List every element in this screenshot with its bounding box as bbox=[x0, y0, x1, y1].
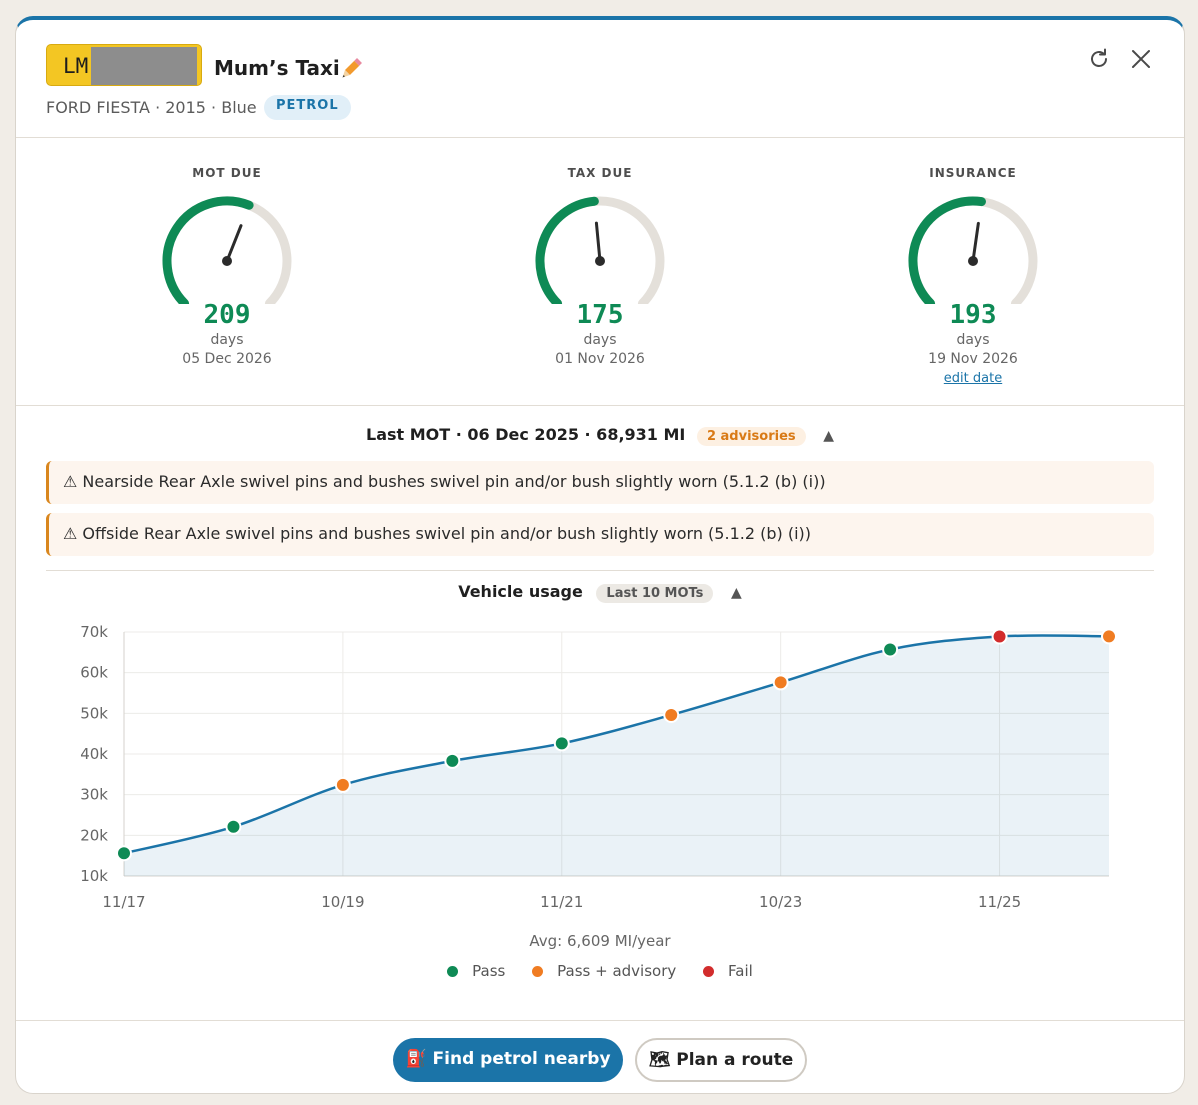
collapse-usage-toggle[interactable]: ▲ bbox=[731, 585, 742, 601]
mot-point[interactable] bbox=[772, 674, 789, 691]
pass-dot-icon bbox=[447, 966, 459, 977]
gauge-unit: days bbox=[210, 332, 244, 348]
actions-footer: ⛽ Find petrol nearby 🗺 Plan a route bbox=[16, 1020, 1184, 1093]
mot-point[interactable] bbox=[116, 845, 132, 862]
edit-date-link[interactable]: edit date bbox=[943, 371, 1003, 386]
gauge-needle bbox=[971, 221, 980, 263]
gauge-unit: days bbox=[583, 332, 617, 348]
mot-point[interactable] bbox=[1101, 628, 1117, 645]
plan-route-button[interactable]: 🗺 Plan a route bbox=[635, 1038, 807, 1082]
find-petrol-button[interactable]: ⛽ Find petrol nearby bbox=[393, 1038, 623, 1082]
mot-point[interactable] bbox=[444, 752, 461, 769]
gauge-days: 175 bbox=[576, 300, 624, 330]
last-mot-summary: Last MOT · 06 Dec 2025 · 68,931 MI bbox=[366, 425, 686, 444]
y-tick-label: 10k bbox=[80, 867, 108, 885]
y-tick-label: 70k bbox=[80, 623, 108, 641]
chart-legend: Pass Pass + advisory Fail bbox=[16, 962, 1184, 980]
mot-point[interactable] bbox=[663, 706, 680, 723]
gauge-unit: days bbox=[956, 332, 990, 348]
mot-point[interactable] bbox=[334, 776, 351, 793]
y-tick-label: 30k bbox=[80, 786, 108, 804]
x-tick-label: 11/21 bbox=[540, 893, 583, 911]
gauge-dial bbox=[535, 196, 665, 304]
refresh-icon[interactable] bbox=[1086, 46, 1112, 72]
plate-text: LM bbox=[63, 54, 89, 78]
y-tick-label: 40k bbox=[80, 745, 108, 763]
gauge-mot: MOT DUE 209 days 05 Dec 2026 bbox=[117, 138, 337, 367]
mot-point[interactable] bbox=[882, 641, 899, 658]
mileage-chart: 10k 20k 30k 40k 50k 60k 70k 11/17 10/19 11/21 10/2… bbox=[80, 623, 1117, 911]
plate-redaction bbox=[91, 47, 197, 85]
mileage-area bbox=[124, 635, 1109, 876]
advisory-item: ⚠ Offside Rear Axle swivel pins and bush… bbox=[46, 513, 1154, 556]
average-mileage: Avg: 6,609 MI/year bbox=[529, 932, 671, 950]
collapse-mot-toggle[interactable]: ▲ bbox=[823, 428, 834, 444]
gauge-dial bbox=[908, 196, 1038, 304]
last-mot-header: Last MOT · 06 Dec 2025 · 68,931 MI 2 adv… bbox=[16, 425, 1184, 446]
pencil-icon[interactable] bbox=[338, 56, 364, 86]
legend-item-fail: Fail bbox=[703, 962, 753, 980]
gauge-needle bbox=[594, 221, 602, 263]
vehicle-card: LM Mum’s Taxi FORD FIESTA · 2015 · Blue … bbox=[15, 16, 1185, 1094]
gauge-label: TAX DUE bbox=[567, 166, 633, 180]
legend-label: Fail bbox=[728, 962, 753, 980]
gauge-date: 01 Nov 2026 bbox=[555, 351, 645, 367]
x-tick-label: 11/17 bbox=[102, 893, 145, 911]
x-tick-label: 10/19 bbox=[321, 893, 364, 911]
mot-point[interactable] bbox=[225, 818, 242, 835]
fuel-type-badge: PETROL bbox=[264, 95, 351, 120]
mot-point[interactable] bbox=[991, 628, 1008, 645]
section-divider bbox=[46, 570, 1154, 571]
gauge-days: 193 bbox=[949, 300, 997, 330]
advisory-dot-icon bbox=[532, 966, 544, 977]
fail-dot-icon bbox=[703, 966, 715, 977]
gauge-date: 05 Dec 2026 bbox=[182, 351, 272, 367]
registration-plate: LM bbox=[46, 44, 202, 86]
gauge-fill bbox=[535, 196, 599, 304]
vehicle-header: LM Mum’s Taxi FORD FIESTA · 2015 · Blue … bbox=[16, 20, 1184, 138]
gauge-hub bbox=[595, 256, 605, 266]
gauge-hub bbox=[222, 256, 232, 266]
close-icon[interactable] bbox=[1128, 46, 1154, 72]
gauge-fill bbox=[162, 196, 254, 304]
advisory-item: ⚠ Nearside Rear Axle swivel pins and bus… bbox=[46, 461, 1154, 504]
y-tick-label: 20k bbox=[80, 826, 108, 844]
y-tick-label: 60k bbox=[80, 664, 108, 682]
gauge-tax: TAX DUE 175 days 01 Nov 2026 bbox=[490, 138, 710, 367]
legend-label: Pass bbox=[472, 962, 506, 980]
gauge-label: MOT DUE bbox=[192, 166, 262, 180]
legend-item-pass: Pass bbox=[447, 962, 505, 980]
gauge-hub bbox=[968, 256, 978, 266]
y-tick-label: 50k bbox=[80, 704, 108, 722]
usage-range-tag: Last 10 MOTs bbox=[596, 584, 714, 603]
gauge-needle bbox=[225, 224, 243, 263]
gauge-dial bbox=[162, 196, 292, 304]
advisories-badge: 2 advisories bbox=[696, 427, 806, 446]
usage-title: Vehicle usage bbox=[458, 582, 583, 601]
vehicle-details: FORD FIESTA · 2015 · Blue bbox=[46, 98, 257, 117]
gauge-insurance: INSURANCE 193 days 19 Nov 2026 edit date bbox=[863, 138, 1083, 386]
gauge-label: INSURANCE bbox=[929, 166, 1017, 180]
gauge-days: 209 bbox=[203, 300, 251, 330]
gauge-date: 19 Nov 2026 bbox=[928, 351, 1018, 367]
usage-header: Vehicle usage Last 10 MOTs ▲ bbox=[16, 582, 1184, 603]
mileage-line bbox=[123, 634, 1110, 855]
x-tick-label: 10/23 bbox=[759, 893, 802, 911]
mot-point[interactable] bbox=[553, 735, 570, 752]
vehicle-nickname: Mum’s Taxi bbox=[214, 56, 340, 80]
x-tick-label: 11/25 bbox=[978, 893, 1021, 911]
legend-item-advisory: Pass + advisory bbox=[532, 962, 676, 980]
gauge-fill bbox=[908, 196, 986, 304]
legend-label: Pass + advisory bbox=[557, 962, 677, 980]
due-dates-section: MOT DUE 209 days 05 Dec 2026 TAX DUE 175… bbox=[16, 138, 1184, 406]
